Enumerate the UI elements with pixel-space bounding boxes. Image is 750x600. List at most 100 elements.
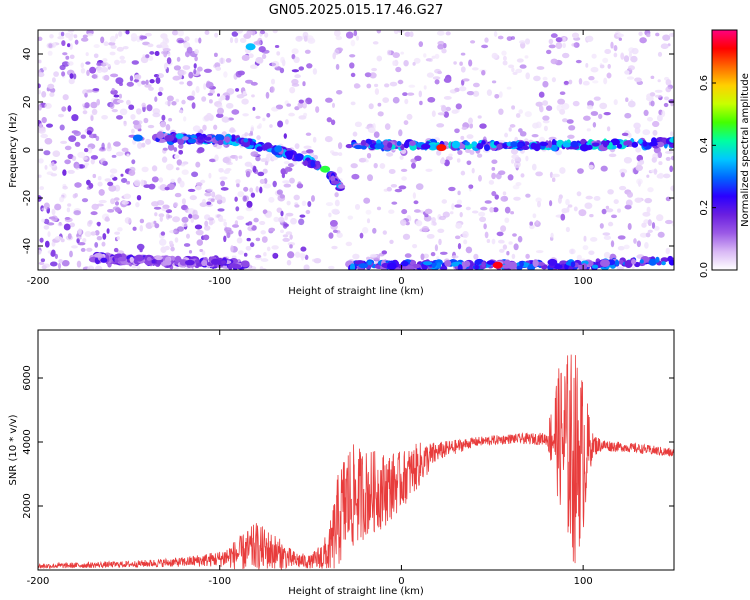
spectrogram-speckle	[191, 102, 196, 109]
spectrogram-speckle	[149, 51, 155, 55]
spectrogram-speckle	[513, 196, 521, 201]
spectrogram-track-blob	[521, 145, 530, 150]
snr-y-ticks: 2000 4000 6000	[22, 365, 674, 519]
spectrogram-speckle	[559, 108, 566, 115]
spectrogram-speckle	[462, 78, 470, 82]
spectrogram-speckle	[466, 134, 474, 139]
spectrogram-speckle	[195, 161, 201, 168]
spectrogram-speckle	[135, 202, 140, 208]
spectrogram-track-blob	[387, 262, 397, 270]
spectrogram-speckle	[568, 125, 576, 131]
spectrogram-speckle	[479, 216, 486, 222]
spectrogram-speckle	[328, 232, 334, 239]
spectrogram-speckle	[192, 125, 201, 132]
spectrogram-speckle	[551, 173, 560, 178]
spectrogram-speckle	[137, 80, 142, 87]
spectrogram-speckle	[165, 124, 171, 131]
spectrogram-speckle	[607, 189, 614, 195]
spectrogram-speckle	[600, 165, 608, 172]
spectrogram-speckle	[441, 105, 447, 112]
spectrogram-speckle	[441, 199, 447, 204]
spectrogram-track-blob	[421, 143, 431, 150]
spectrogram-track-blob	[349, 263, 356, 270]
spectrogram-speckle	[71, 155, 77, 161]
spectrogram-speckle	[181, 204, 188, 211]
spectrogram-speckle	[218, 168, 224, 173]
spectrogram-track-blob	[303, 160, 308, 167]
spectrogram-track-blob	[199, 135, 204, 140]
spectrogram-speckle	[163, 62, 168, 70]
spectrogram-speckle	[194, 56, 198, 62]
spectrogram-track-blob	[631, 258, 637, 265]
spectrogram-speckle	[663, 173, 671, 179]
spectrogram-speckle	[214, 194, 223, 201]
spectrogram-track-blob	[374, 143, 385, 150]
spectrogram-speckle	[246, 237, 251, 242]
spectrogram-speckle	[208, 172, 212, 179]
spectrogram-speckle	[336, 232, 343, 238]
spectrogram-track-blob	[547, 140, 553, 149]
spectrogram-speckle	[625, 97, 629, 102]
spectrogram-speckle	[115, 33, 119, 39]
spectrogram-speckle	[619, 185, 627, 191]
spectrogram-speckle	[276, 207, 282, 213]
spectrogram-speckle	[102, 58, 108, 63]
spectrogram-speckle	[451, 255, 459, 259]
spectrogram-speckle	[465, 148, 471, 153]
spectrogram-speckle	[431, 55, 436, 59]
spectrogram-speckle	[404, 98, 409, 105]
spectrogram-speckle	[331, 245, 338, 250]
spectrogram-speckle	[443, 96, 452, 100]
spectrogram-speckle	[460, 170, 466, 176]
spectrogram-speckle	[60, 238, 65, 243]
spectrogram-speckle	[66, 207, 70, 213]
spectrogram-speckle	[97, 176, 102, 181]
spectrogram-track-blob	[608, 142, 613, 149]
spectrogram-speckle	[451, 203, 455, 210]
spectrogram-speckle	[101, 241, 106, 247]
spectrogram-speckle	[462, 231, 469, 238]
spectrogram-speckle	[154, 212, 158, 217]
spectrogram-speckle	[328, 212, 332, 218]
spectrogram-speckle	[613, 45, 618, 52]
spectrogram-speckle	[220, 187, 229, 191]
spectrogram-speckle	[509, 124, 516, 128]
spectrogram-speckle	[179, 180, 185, 188]
spectrogram-speckle	[582, 80, 590, 86]
spectrogram-speckle	[466, 91, 475, 96]
spectrogram-speckle	[291, 78, 299, 85]
spectrogram-speckle	[266, 113, 271, 118]
spectrogram-speckle	[214, 62, 221, 68]
spectrogram-track-blob	[154, 255, 163, 261]
spectrogram-speckle	[386, 152, 394, 157]
spectrogram-speckle	[304, 49, 311, 54]
spectrogram-speckle	[628, 65, 635, 71]
spectrogram-speckle	[188, 250, 193, 254]
spectrogram-speckle	[286, 200, 291, 206]
spectrogram-speckle	[398, 185, 407, 190]
spectrogram-speckle	[440, 251, 448, 255]
spectrogram-speckle	[386, 49, 392, 56]
spectrogram-speckle	[533, 75, 541, 82]
spectrogram-speckle	[542, 100, 548, 106]
spectrogram-speckle	[525, 155, 529, 162]
spectrogram-speckle	[73, 210, 81, 216]
spectrogram-speckle	[311, 195, 315, 202]
spectrogram-speckle	[260, 158, 268, 162]
spectrogram-track-blob	[201, 259, 208, 267]
spectrogram-speckle	[98, 189, 105, 196]
spectrogram-speckle	[253, 217, 259, 223]
spectrogram-speckle	[171, 101, 177, 106]
spectrogram-speckle	[291, 48, 299, 55]
spectrogram-speckle	[582, 245, 589, 251]
spectrogram-speckle	[81, 198, 89, 203]
spectrogram-speckle	[312, 136, 317, 143]
spectrogram-speckle	[184, 36, 190, 42]
spectrogram-speckle	[520, 173, 525, 178]
spectrogram-speckle	[457, 243, 462, 250]
spectrogram-speckle	[152, 108, 161, 115]
spectrogram-speckle	[491, 52, 498, 59]
spectrogram-speckle	[392, 96, 400, 104]
spectrogram-speckle	[195, 86, 200, 93]
